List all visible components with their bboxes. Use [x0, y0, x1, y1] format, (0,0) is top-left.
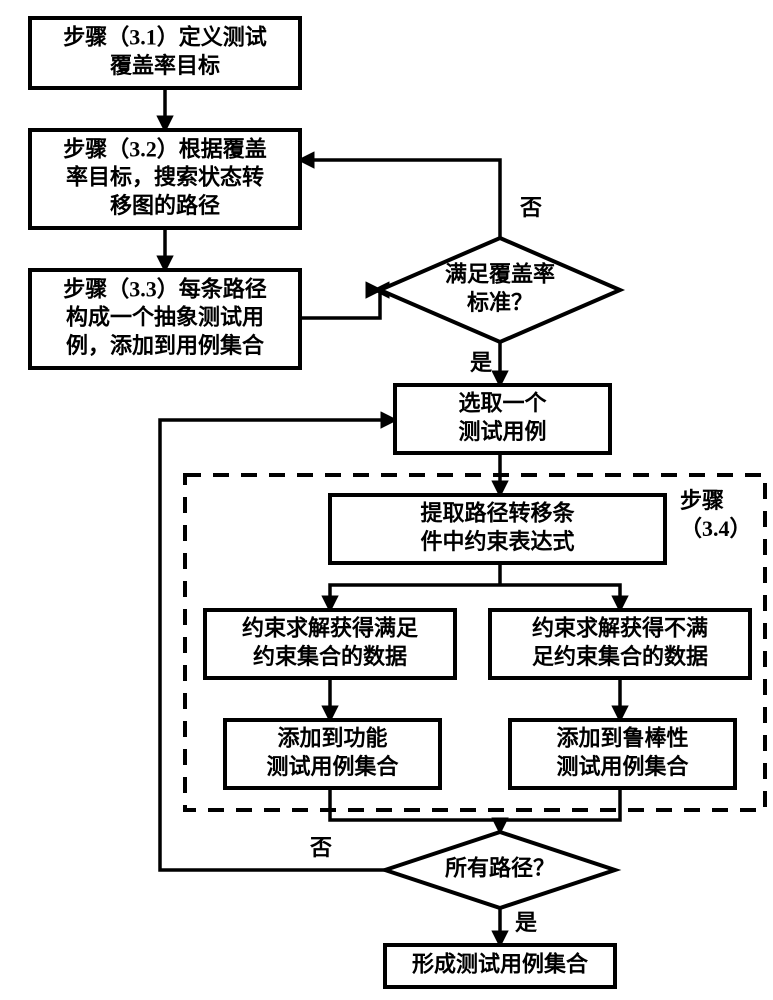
node-solveR: 约束求解获得不满足约束集合的数据 — [490, 610, 750, 678]
svg-text:约束求解获得不满: 约束求解获得不满 — [532, 616, 708, 641]
svg-text:例，添加到用例集合: 例，添加到用例集合 — [66, 333, 265, 358]
label-no2: 否 — [309, 835, 332, 860]
svg-text:移图的路径: 移图的路径 — [110, 193, 220, 218]
node-n31: 步骤（3.1）定义测试覆盖率目标 — [30, 18, 300, 88]
svg-text:率目标，搜索状态转: 率目标，搜索状态转 — [66, 165, 264, 190]
svg-text:选取一个: 选取一个 — [458, 391, 547, 416]
svg-text:所有路径？: 所有路径？ — [445, 856, 555, 881]
label-yes2: 是 — [515, 910, 537, 935]
svg-text:（3.4）: （3.4） — [680, 516, 752, 541]
svg-text:足约束集合的数据: 足约束集合的数据 — [532, 644, 708, 669]
node-n32: 步骤（3.2）根据覆盖率目标，搜索状态转移图的路径 — [30, 130, 300, 228]
node-addL: 添加到功能测试用例集合 — [225, 720, 440, 788]
node-pick: 选取一个测试用例 — [395, 385, 610, 453]
node-extract: 提取路径转移条件中约束表达式 — [330, 495, 665, 563]
label-yes1: 是 — [470, 350, 492, 375]
svg-text:约束求解获得满足: 约束求解获得满足 — [242, 616, 418, 641]
svg-text:步骤（3.3）每条路径: 步骤（3.3）每条路径 — [63, 277, 267, 302]
svg-text:构成一个抽象测试用: 构成一个抽象测试用 — [66, 305, 264, 330]
svg-text:测试用例集合: 测试用例集合 — [556, 754, 689, 779]
svg-text:添加到鲁棒性: 添加到鲁棒性 — [556, 726, 688, 751]
svg-text:提取路径转移条: 提取路径转移条 — [420, 501, 575, 526]
svg-text:测试用例集合: 测试用例集合 — [266, 754, 399, 779]
svg-text:覆盖率目标: 覆盖率目标 — [109, 53, 220, 78]
svg-text:步骤（3.1）定义测试: 步骤（3.1）定义测试 — [63, 25, 267, 50]
label-no1: 否 — [519, 195, 542, 220]
node-n33: 步骤（3.3）每条路径构成一个抽象测试用例，添加到用例集合 — [30, 270, 300, 368]
svg-text:满足覆盖率: 满足覆盖率 — [445, 262, 555, 287]
svg-text:标准？: 标准？ — [467, 290, 533, 315]
svg-text:约束集合的数据: 约束集合的数据 — [253, 644, 407, 669]
node-solveL: 约束求解获得满足约束集合的数据 — [205, 610, 455, 678]
svg-text:添加到功能: 添加到功能 — [277, 726, 387, 751]
svg-text:步骤: 步骤 — [680, 488, 724, 513]
svg-text:件中约束表达式: 件中约束表达式 — [420, 529, 574, 554]
svg-text:测试用例: 测试用例 — [458, 419, 546, 444]
node-addR: 添加到鲁棒性测试用例集合 — [510, 720, 735, 788]
node-final: 形成测试用例集合 — [385, 945, 615, 987]
flowchart-canvas: 步骤（3.1）定义测试覆盖率目标步骤（3.2）根据覆盖率目标，搜索状态转移图的路… — [0, 0, 773, 1000]
svg-text:步骤（3.2）根据覆盖: 步骤（3.2）根据覆盖 — [63, 137, 267, 162]
svg-text:形成测试用例集合: 形成测试用例集合 — [412, 952, 589, 977]
